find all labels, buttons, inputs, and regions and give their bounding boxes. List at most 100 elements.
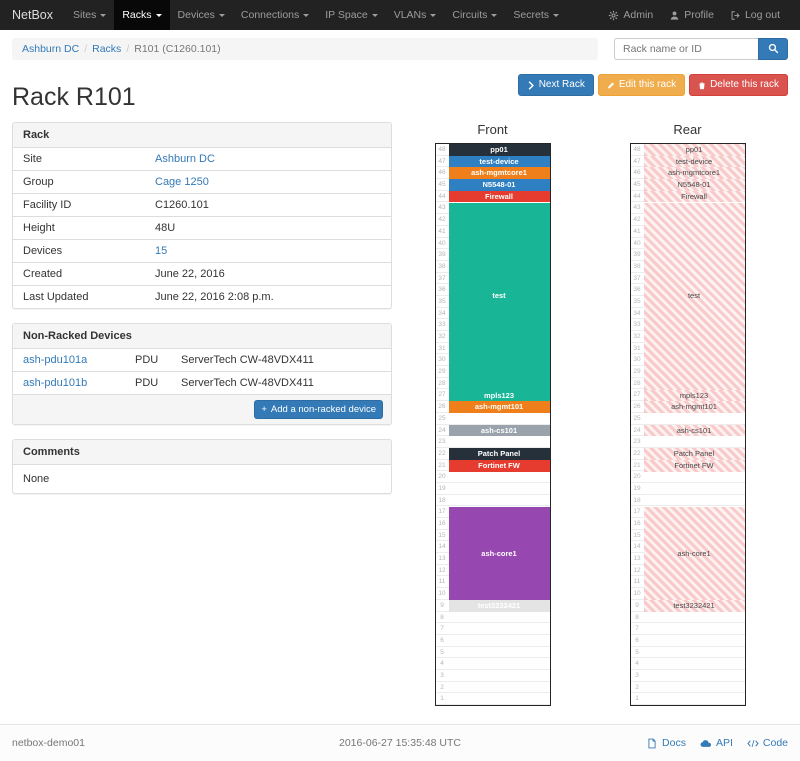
navbar-right: Admin Profile Log out [600, 0, 788, 30]
nav-item-ip-space[interactable]: IP Space [317, 0, 385, 30]
unit-number: 5 [440, 648, 444, 656]
rack-front: 48 47 46 45 44 43 42 41 40 39 38 37 36 35 34 33 32 31 30 29… [434, 143, 551, 706]
rack-device-test[interactable]: test [448, 202, 550, 390]
rack-device-ash-mgmt101[interactable]: ash-mgmt101 [448, 401, 550, 414]
rack-unit-row: 5 [435, 647, 550, 659]
unit-number: 48 [633, 146, 641, 153]
attribute-row: Height 48U [13, 216, 391, 240]
unit-number: 21 [633, 461, 641, 469]
chevron-down-icon [218, 13, 225, 17]
unit-number: 45 [633, 181, 641, 189]
left-column: Rack Site Ashburn DC Group Cage 1250 Facilit… [12, 122, 392, 508]
unit-number: 11 [633, 578, 641, 586]
pencil-icon [607, 81, 615, 90]
rack-device-ash-core1[interactable]: ash-core1 [448, 506, 550, 601]
nav-item-racks[interactable]: Racks [114, 0, 170, 30]
rack-unit-row: 20 [630, 471, 745, 483]
app-brand[interactable]: NetBox [12, 8, 53, 22]
add-non-racked-device-label: Add a non-racked device [270, 404, 376, 415]
plus-icon: + [261, 404, 267, 415]
nav-item-label: Circuits [452, 9, 488, 21]
rack-unit-row: 7 [630, 623, 745, 635]
rack-unit-row: 18 [630, 495, 745, 507]
rack-device-ash-mgmtcore1[interactable]: ash-mgmtcore1 [643, 167, 745, 180]
attribute-value-link[interactable]: Ashburn DC [155, 153, 215, 165]
rack-device-n5548-01[interactable]: N5548-01 [448, 179, 550, 191]
non-racked-device-row: ash-pdu101b PDU ServerTech CW-48VDX411 [13, 371, 391, 394]
rack-device-firewall[interactable]: Firewall [448, 190, 550, 203]
attribute-value-link[interactable]: 15 [155, 245, 168, 257]
search-button[interactable] [758, 38, 788, 60]
breadcrumb-link[interactable]: Racks [92, 43, 122, 55]
rack-device-patch-panel[interactable]: Patch Panel [448, 448, 550, 460]
unit-number: 31 [633, 344, 641, 352]
unit-number: 18 [633, 496, 641, 504]
device-role-cell: PDU [125, 371, 171, 394]
rack-device-ash-mgmt101[interactable]: ash-mgmt101 [643, 401, 745, 414]
footer-link-code[interactable]: Code [747, 737, 788, 749]
rack-search-input[interactable] [614, 38, 758, 60]
unit-number: 1 [440, 695, 444, 703]
nav-item-circuits[interactable]: Circuits [444, 0, 505, 30]
rack-device-pp01[interactable]: pp01 [643, 144, 745, 156]
next-rack-button[interactable]: Next Rack [517, 74, 594, 96]
delete-rack-button[interactable]: Delete this rack [689, 74, 788, 96]
unit-number: 27 [438, 391, 446, 399]
edit-rack-label: Edit this rack [618, 79, 677, 90]
attribute-value-link[interactable]: Cage 1250 [155, 176, 209, 188]
device-link[interactable]: ash-pdu101b [23, 377, 88, 389]
rack-device-test3232421[interactable]: test3232421 [448, 600, 550, 612]
attribute-value: June 22, 2016 [145, 262, 391, 286]
add-non-racked-device-button[interactable]: + Add a non-racked device [254, 400, 383, 420]
unit-number: 40 [438, 239, 446, 247]
unit-number: 10 [438, 590, 446, 598]
rack-device-pp01[interactable]: pp01 [448, 144, 550, 156]
rack-device-n5548-01[interactable]: N5548-01 [643, 179, 745, 191]
breadcrumb-separator: / [126, 43, 130, 55]
rack-device-mpls123[interactable]: mpls123 [448, 389, 550, 402]
breadcrumb-link[interactable]: Ashburn DC [22, 43, 80, 55]
rack-attributes-body: Site Ashburn DC Group Cage 1250 Facility ID C… [13, 148, 391, 308]
search-icon [768, 42, 779, 57]
rack-device-mpls123[interactable]: mpls123 [643, 389, 745, 402]
unit-number: 23 [438, 438, 446, 446]
rack-device-ash-cs101[interactable]: ash-cs101 [448, 424, 550, 437]
device-link[interactable]: ash-pdu101a [23, 354, 88, 366]
nav-item-connections[interactable]: Connections [233, 0, 317, 30]
edit-rack-button[interactable]: Edit this rack [597, 74, 686, 96]
unit-number: 19 [633, 484, 641, 492]
nav-item-profile[interactable]: Profile [661, 0, 722, 30]
nav-item-devices[interactable]: Devices [170, 0, 233, 30]
footer-link-api[interactable]: API [700, 737, 733, 749]
nav-item-secrets[interactable]: Secrets [505, 0, 567, 30]
nav-item-log-out[interactable]: Log out [722, 0, 788, 30]
non-racked-footer: + Add a non-racked device [13, 394, 391, 425]
rack-device-ash-core1[interactable]: ash-core1 [643, 506, 745, 601]
rack-device-patch-panel[interactable]: Patch Panel [643, 448, 745, 460]
footer-hostname: netbox-demo01 [12, 737, 85, 749]
nav-item-label: Secrets [513, 9, 549, 21]
unit-number: 44 [438, 192, 446, 200]
nav-item-admin[interactable]: Admin [600, 0, 661, 30]
rack-device-ash-cs101[interactable]: ash-cs101 [643, 424, 745, 437]
rack-device-test-device[interactable]: test-device [643, 155, 745, 168]
nav-item-sites[interactable]: Sites [65, 0, 114, 30]
rack-device-firewall[interactable]: Firewall [643, 190, 745, 203]
rear-elevation-title: Rear [673, 122, 702, 137]
front-elevation-title: Front [477, 122, 508, 137]
rack-device-fortinet-fw[interactable]: Fortinet FW [448, 459, 550, 472]
comments-body: None [23, 473, 50, 486]
unit-number: 43 [438, 204, 446, 212]
unit-number: 44 [633, 192, 641, 200]
rack-device-ash-mgmtcore1[interactable]: ash-mgmtcore1 [448, 167, 550, 180]
rack-device-test[interactable]: test [643, 202, 745, 390]
nav-item-vlans[interactable]: VLANs [386, 0, 445, 30]
unit-number: 38 [438, 262, 446, 270]
rack-device-test-device[interactable]: test-device [448, 155, 550, 168]
attribute-label: Facility ID [13, 193, 145, 217]
unit-number: 22 [633, 449, 641, 457]
footer-link-docs[interactable]: Docs [646, 737, 686, 749]
rack-device-test3232421[interactable]: test3232421 [643, 600, 745, 612]
rack-device-fortinet-fw[interactable]: Fortinet FW [643, 459, 745, 472]
rack-unit-row: 7 [435, 623, 550, 635]
